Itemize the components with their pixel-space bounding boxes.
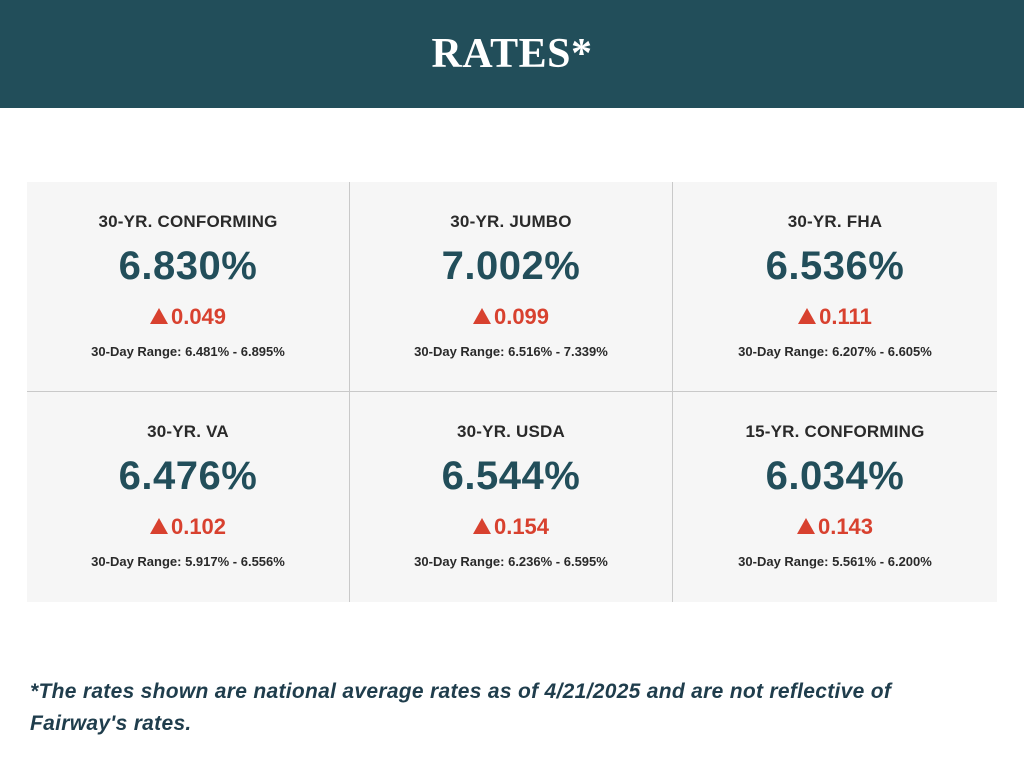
rate-card-title: 15-YR. CONFORMING bbox=[745, 422, 925, 441]
rate-card-title: 30-YR. VA bbox=[147, 422, 229, 441]
rate-change-value: 0.154 bbox=[493, 514, 550, 539]
rate-value: 6.536% bbox=[765, 244, 905, 288]
rate-card-30yr-jumbo: 30-YR. JUMBO 7.002% 0.099 30-Day Range: … bbox=[350, 182, 673, 392]
disclaimer-footnote: *The rates shown are national average ra… bbox=[30, 680, 892, 735]
rate-value: 6.034% bbox=[765, 454, 905, 498]
rates-grid: 30-YR. CONFORMING 6.830% 0.049 30-Day Ra… bbox=[27, 182, 997, 602]
rate-card-title: 30-YR. USDA bbox=[456, 422, 565, 441]
rate-change: 0.049 bbox=[27, 304, 349, 330]
rate-change: 0.099 bbox=[350, 304, 672, 330]
rate-change-value: 0.102 bbox=[170, 514, 227, 539]
up-triangle-icon bbox=[472, 518, 491, 534]
rate-change: 0.154 bbox=[350, 514, 672, 540]
rate-change-value: 0.099 bbox=[493, 304, 550, 329]
rate-range: 30-Day Range: 6.516% - 7.339% bbox=[414, 344, 608, 359]
up-triangle-icon bbox=[796, 518, 815, 534]
rate-change-value: 0.111 bbox=[819, 304, 872, 329]
up-triangle-icon bbox=[149, 518, 168, 534]
rate-value: 7.002% bbox=[441, 244, 581, 288]
rate-range: 30-Day Range: 6.481% - 6.895% bbox=[91, 344, 285, 359]
rate-card-30yr-conforming: 30-YR. CONFORMING 6.830% 0.049 30-Day Ra… bbox=[27, 182, 350, 392]
up-triangle-icon bbox=[149, 308, 168, 324]
rate-range: 30-Day Range: 5.917% - 6.556% bbox=[91, 554, 285, 569]
rate-change: 0.102 bbox=[27, 514, 349, 540]
rate-change: 0.143 bbox=[673, 514, 997, 540]
page-title: RATES* bbox=[431, 31, 593, 77]
rate-change: 0.111 bbox=[673, 304, 997, 330]
rate-card-30yr-fha: 30-YR. FHA 6.536% 0.111 30-Day Range: 6.… bbox=[673, 182, 997, 392]
rate-change-value: 0.143 bbox=[817, 514, 874, 539]
up-triangle-icon bbox=[798, 308, 817, 324]
rate-change-value: 0.049 bbox=[170, 304, 227, 329]
rate-range: 30-Day Range: 6.236% - 6.595% bbox=[414, 554, 608, 569]
rate-range: 30-Day Range: 5.561% - 6.200% bbox=[738, 554, 932, 569]
rate-value: 6.544% bbox=[441, 454, 581, 498]
rate-range: 30-Day Range: 6.207% - 6.605% bbox=[738, 344, 932, 359]
rate-card-30yr-usda: 30-YR. USDA 6.544% 0.154 30-Day Range: 6… bbox=[350, 392, 673, 602]
rate-card-title: 30-YR. CONFORMING bbox=[98, 212, 278, 231]
up-triangle-icon bbox=[472, 308, 491, 324]
rate-card-title: 30-YR. JUMBO bbox=[450, 212, 572, 231]
rate-card-30yr-va: 30-YR. VA 6.476% 0.102 30-Day Range: 5.9… bbox=[27, 392, 350, 602]
rate-value: 6.476% bbox=[118, 454, 258, 498]
header-bar: RATES* bbox=[0, 0, 1024, 108]
rate-card-15yr-conforming: 15-YR. CONFORMING 6.034% 0.143 30-Day Ra… bbox=[673, 392, 997, 602]
rate-card-title: 30-YR. FHA bbox=[787, 212, 883, 231]
rate-value: 6.830% bbox=[118, 244, 258, 288]
